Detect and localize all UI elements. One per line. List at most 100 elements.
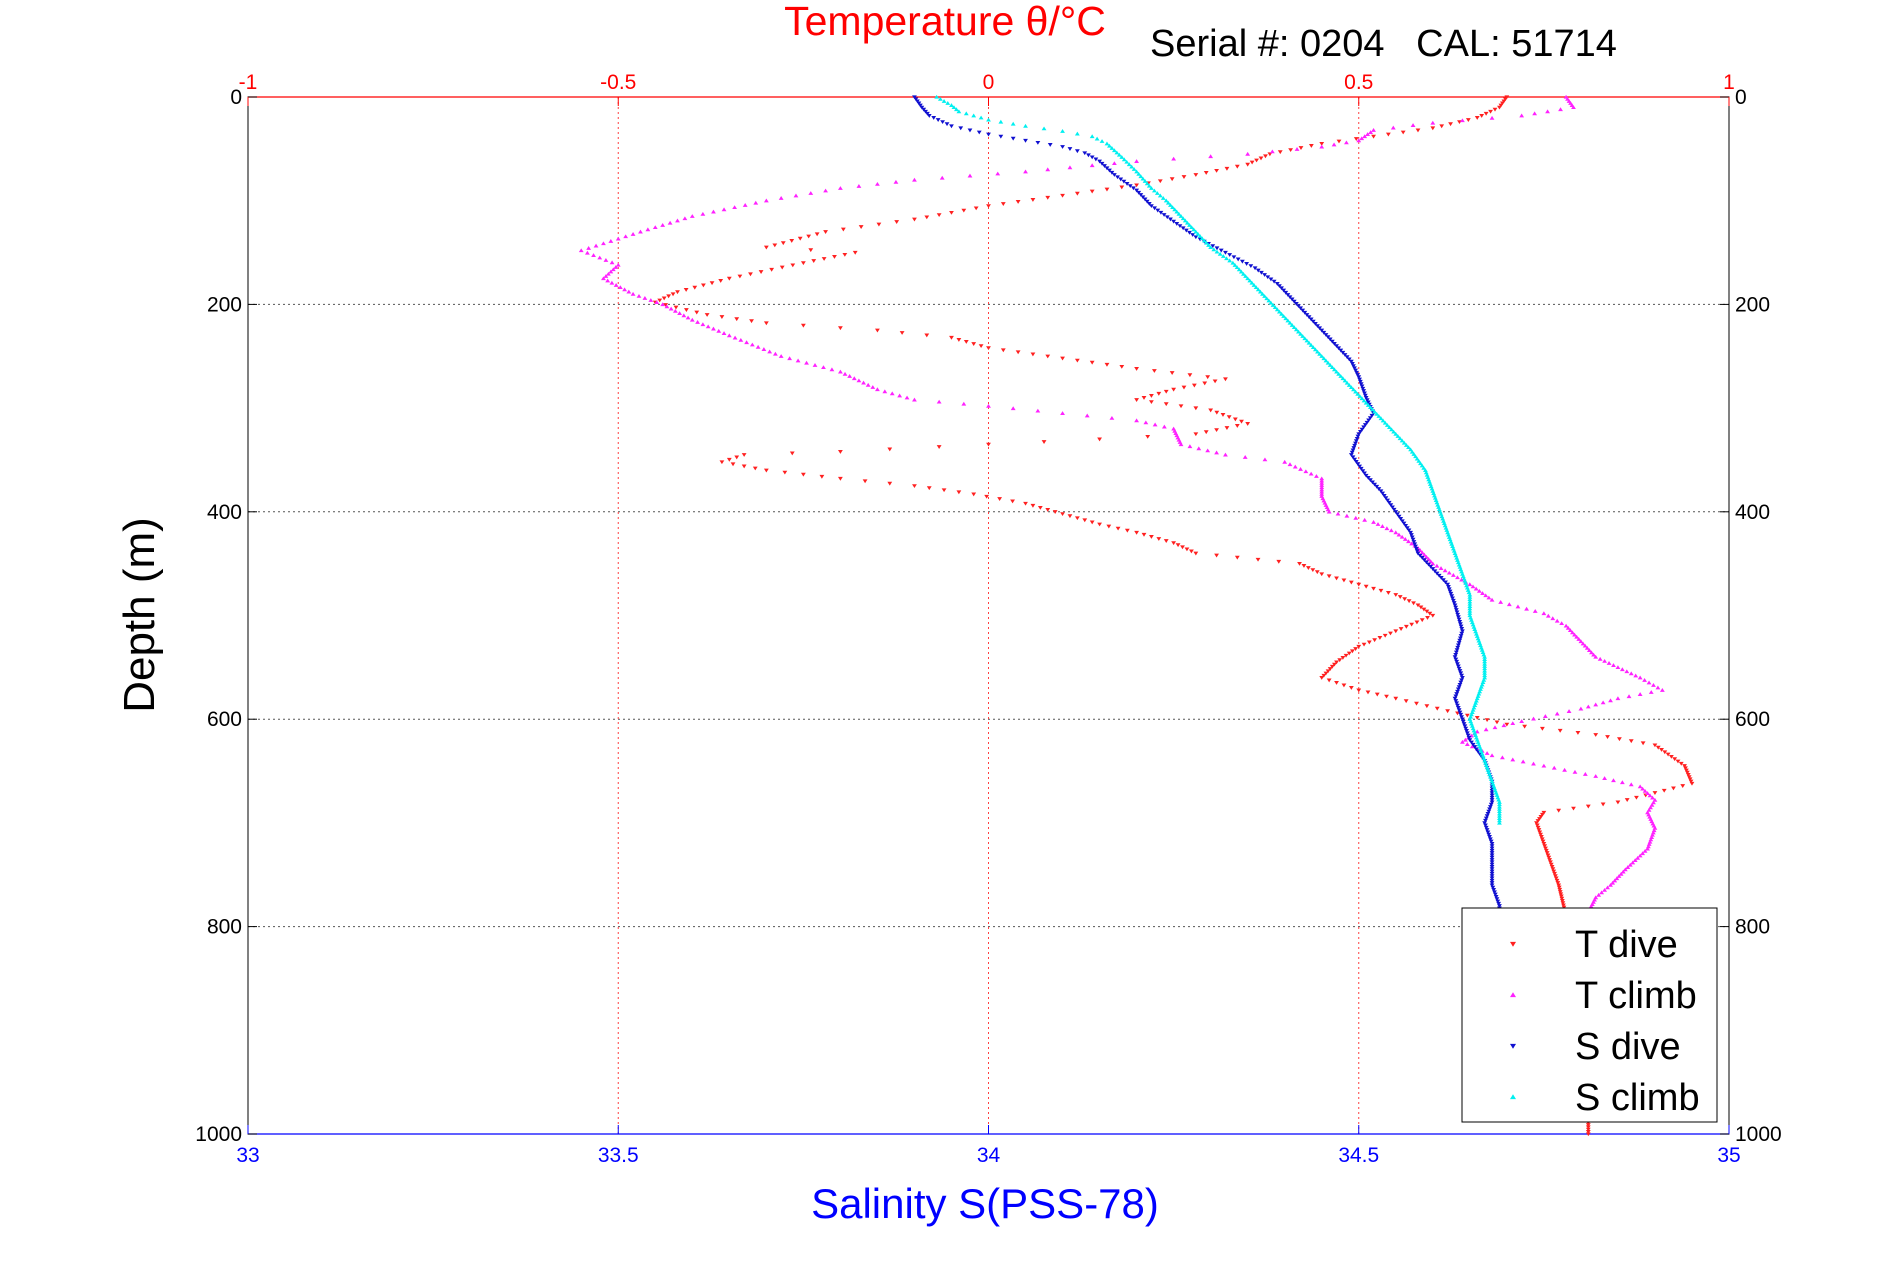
data-point	[737, 274, 743, 279]
data-point	[1458, 680, 1464, 685]
data-point	[1458, 567, 1464, 572]
data-point	[1289, 322, 1295, 327]
data-point	[1535, 825, 1541, 830]
data-point	[1107, 143, 1112, 148]
data-point	[1489, 878, 1495, 883]
data-point	[958, 126, 964, 131]
data-point	[1440, 516, 1446, 521]
data-point	[1473, 629, 1478, 634]
data-point	[1362, 471, 1367, 476]
data-point	[1489, 855, 1495, 860]
data-point	[1602, 776, 1607, 780]
legend-label: S climb	[1575, 1077, 1700, 1119]
data-point	[1464, 742, 1470, 746]
data-point	[753, 200, 759, 205]
data-point	[1416, 458, 1422, 463]
data-point	[1492, 892, 1498, 897]
data-point	[1648, 805, 1653, 810]
data-point	[1115, 526, 1121, 531]
data-point	[1180, 545, 1185, 550]
data-point	[998, 134, 1004, 139]
data-point	[1464, 729, 1469, 733]
data-point	[1605, 735, 1610, 739]
data-point	[1494, 720, 1500, 725]
data-point	[1597, 656, 1603, 661]
data-point	[1446, 570, 1452, 575]
data-point	[1611, 663, 1616, 667]
data-point	[1262, 273, 1268, 277]
data-point	[1647, 793, 1653, 798]
data-point	[1487, 774, 1493, 779]
data-point	[603, 274, 609, 278]
data-point	[1176, 211, 1182, 216]
data-point	[1321, 673, 1327, 678]
data-point	[956, 109, 962, 114]
data-point	[1296, 304, 1301, 309]
data-point	[1074, 516, 1080, 521]
data-point	[1371, 128, 1376, 132]
data-point	[1470, 726, 1476, 731]
data-point	[1471, 705, 1477, 710]
data-point	[1315, 349, 1320, 354]
data-point	[1268, 300, 1274, 305]
data-point	[1365, 402, 1371, 407]
data-point	[1421, 465, 1427, 470]
data-point	[1310, 345, 1316, 350]
data-point	[1310, 319, 1316, 324]
data-point	[1300, 308, 1306, 313]
data-point	[1314, 570, 1320, 575]
data-point	[1149, 535, 1154, 539]
data-point	[1559, 896, 1565, 901]
data-point	[1464, 585, 1470, 590]
data-point	[1140, 195, 1146, 200]
data-point	[1163, 539, 1169, 543]
data-point	[1489, 800, 1495, 805]
data-point	[1558, 107, 1563, 112]
data-point	[1134, 530, 1139, 535]
data-point	[1421, 558, 1427, 563]
data-point	[1558, 894, 1564, 899]
data-point	[701, 283, 706, 288]
data-point	[1111, 173, 1117, 177]
data-point	[1136, 190, 1142, 195]
data-point	[1398, 627, 1404, 631]
data-point	[1456, 641, 1462, 645]
data-point	[875, 181, 880, 186]
data-point	[1449, 594, 1455, 599]
data-point	[1124, 159, 1130, 164]
data-point	[1444, 528, 1450, 532]
data-point	[657, 298, 663, 303]
data-point	[1296, 329, 1301, 334]
data-point	[1665, 752, 1671, 757]
data-point	[838, 369, 843, 374]
data-point	[934, 94, 940, 99]
data-point	[1652, 825, 1658, 830]
data-point	[1534, 821, 1539, 826]
data-point	[1271, 279, 1277, 284]
data-point	[1489, 793, 1495, 798]
data-point	[986, 132, 991, 137]
data-point	[1497, 904, 1502, 909]
data-point	[1141, 532, 1147, 537]
data-point	[1497, 816, 1502, 820]
data-point	[1224, 256, 1229, 261]
data-point	[1471, 624, 1477, 629]
data-point	[1259, 270, 1264, 275]
data-point	[1334, 344, 1339, 349]
data-point	[1285, 318, 1291, 323]
data-point	[1378, 416, 1384, 421]
data-point	[1242, 455, 1248, 459]
data-point	[1659, 748, 1664, 752]
data-point	[1555, 881, 1561, 885]
data-point	[821, 257, 827, 261]
data-point	[1193, 173, 1199, 177]
data-point	[761, 347, 767, 352]
data-point	[1428, 564, 1434, 569]
data-point	[603, 257, 609, 262]
data-point	[1440, 578, 1446, 583]
legend: T dive T climb S dive S climb	[1461, 907, 1718, 1123]
data-point	[1372, 409, 1378, 414]
data-point	[1390, 125, 1396, 130]
data-point	[1575, 731, 1581, 735]
